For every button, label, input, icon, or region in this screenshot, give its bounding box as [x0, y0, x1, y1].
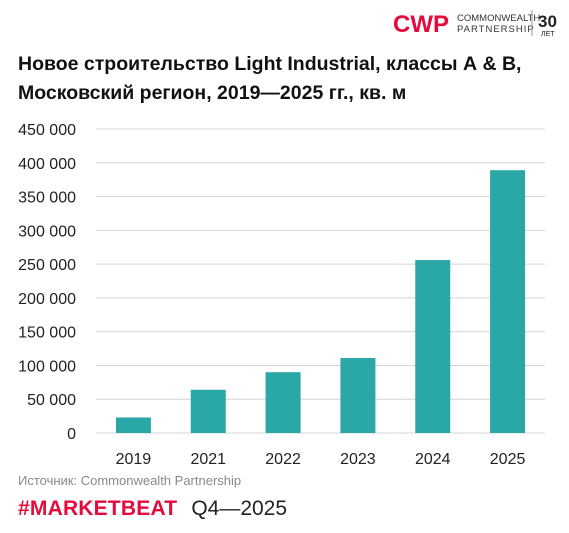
y-tick-label: 50 000: [27, 392, 76, 409]
x-axis-tick-labels: 2019 2021 2022 2023 2024 2025: [116, 451, 526, 468]
bar-2024: [415, 260, 451, 433]
bars: [115, 170, 526, 433]
x-tick-label: 2019: [116, 451, 152, 468]
y-tick-label: 400 000: [18, 156, 76, 173]
logo-mark: CWP: [393, 11, 449, 38]
gridlines: [96, 128, 545, 434]
x-tick-label: 2023: [340, 451, 376, 468]
bar-2022: [265, 372, 301, 433]
y-tick-label: 0: [67, 426, 76, 443]
bar-2021: [190, 389, 226, 433]
cwp-logo: CWP COMMONWEALTH PARTNERSHIP 30 ЛЕТ: [393, 10, 557, 38]
bar-2025: [490, 170, 526, 433]
x-tick-label: 2024: [415, 451, 451, 468]
report-period: Q4—2025: [191, 497, 288, 520]
y-tick-label: 100 000: [18, 358, 76, 375]
marketbeat-brand: #MARKETBEAT: [18, 497, 178, 520]
x-tick-label: 2025: [490, 451, 526, 468]
x-tick-label: 2021: [190, 451, 226, 468]
y-tick-label: 350 000: [18, 190, 76, 207]
chart-title-line1: Новое строительство Light Industrial, кл…: [18, 53, 522, 75]
logo-name-line2: PARTNERSHIP: [457, 24, 535, 35]
bar-2023: [340, 358, 376, 433]
y-axis-tick-labels: 0 50 000 100 000 150 000 200 000 250 000 300 0…: [18, 122, 76, 443]
y-tick-label: 300 000: [18, 223, 76, 240]
logo-name-line1: COMMONWEALTH: [457, 13, 540, 24]
bar-2019: [115, 417, 151, 433]
chart-title: Новое строительство Light Industrial, кл…: [18, 50, 558, 108]
logo-anniversary-unit: ЛЕТ: [541, 31, 555, 38]
y-tick-label: 200 000: [18, 291, 76, 308]
y-tick-label: 450 000: [18, 122, 76, 139]
x-tick-label: 2022: [265, 451, 301, 468]
logo-anniversary-number: 30: [538, 12, 557, 31]
source-note: Источник: Commonwealth Partnership: [18, 473, 242, 488]
y-tick-label: 150 000: [18, 325, 76, 342]
footer: #MARKETBEAT Q4—2025: [18, 497, 287, 521]
chart-title-line2: Московский регион, 2019—2025 гг., кв. м: [18, 82, 407, 104]
y-tick-label: 250 000: [18, 257, 76, 274]
